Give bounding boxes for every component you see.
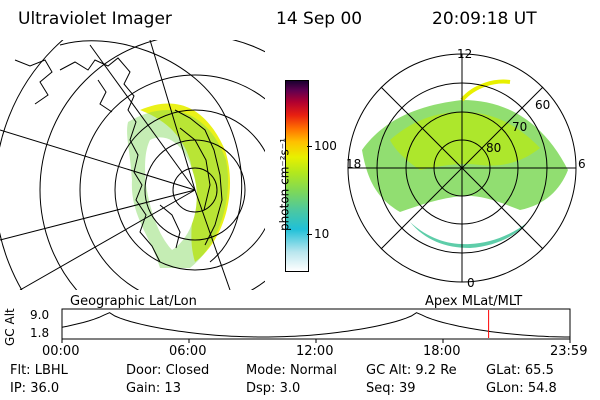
colorbar-tick-label: 100 xyxy=(314,139,337,153)
timeline-ymax: 9.0 xyxy=(30,308,50,322)
colorbar-tick-label: 10 xyxy=(314,227,330,241)
right-projection-label: Apex MLat/MLT xyxy=(425,294,523,309)
date-label: 14 Sep 00 xyxy=(276,9,363,29)
timeline-tick-label: 12:00 xyxy=(296,344,334,359)
status-mode: Mode: Normal xyxy=(246,363,337,378)
aurora-arc-lower xyxy=(410,222,528,248)
status-glat: GLat: 65.5 xyxy=(486,363,554,378)
mlt-label-18: 18 xyxy=(346,157,362,171)
status-flt: Flt: LBHL xyxy=(10,363,68,378)
status-glon: GLon: 54.8 xyxy=(486,381,557,396)
polar-grid xyxy=(347,53,577,283)
status-ip: IP: 36.0 xyxy=(10,381,60,396)
left-projection-label: Geographic Lat/Lon xyxy=(70,294,197,309)
timeline-tick-label: 23:59 xyxy=(550,344,588,359)
mlt-label-12: 12 xyxy=(457,47,473,61)
timeline-tick-label: 18:00 xyxy=(423,344,461,359)
aurora-arc-upper xyxy=(460,79,511,102)
mlt-label-0: 0 xyxy=(467,276,475,290)
coastlines xyxy=(14,57,223,263)
colorbar-tick xyxy=(307,146,312,147)
mlt-label-6: 6 xyxy=(578,157,586,171)
mlat-label-80: 80 xyxy=(486,141,502,155)
longitude-grid xyxy=(0,40,231,290)
status-gc-alt: GC Alt: 9.2 Re xyxy=(366,363,457,378)
timeline-tick-label: 06:00 xyxy=(169,344,207,359)
instrument-title: Ultraviolet Imager xyxy=(18,9,172,29)
timeline-ymin: 1.8 xyxy=(30,326,50,340)
colorbar xyxy=(285,80,309,272)
timeline-ticks xyxy=(61,339,571,343)
earth-limb xyxy=(59,40,243,263)
altitude-curve xyxy=(61,312,570,338)
mlat-label-60: 60 xyxy=(535,98,551,112)
aurora-band-bright xyxy=(140,103,231,262)
status-door: Door: Closed xyxy=(126,363,210,378)
mlat-label-70: 70 xyxy=(512,120,528,134)
status-gain: Gain: 13 xyxy=(126,381,181,396)
aurora-oval-bright xyxy=(390,112,540,170)
colorbar-tick xyxy=(307,234,312,235)
timeline-ylabel: GC Alt xyxy=(3,308,17,346)
timeline-tick-label: 00:00 xyxy=(42,344,80,359)
status-seq: Seq: 39 xyxy=(366,381,416,396)
status-dsp: Dsp: 3.0 xyxy=(246,381,301,396)
polar-cap xyxy=(145,137,197,250)
time-label: 20:09:18 UT xyxy=(432,9,537,29)
